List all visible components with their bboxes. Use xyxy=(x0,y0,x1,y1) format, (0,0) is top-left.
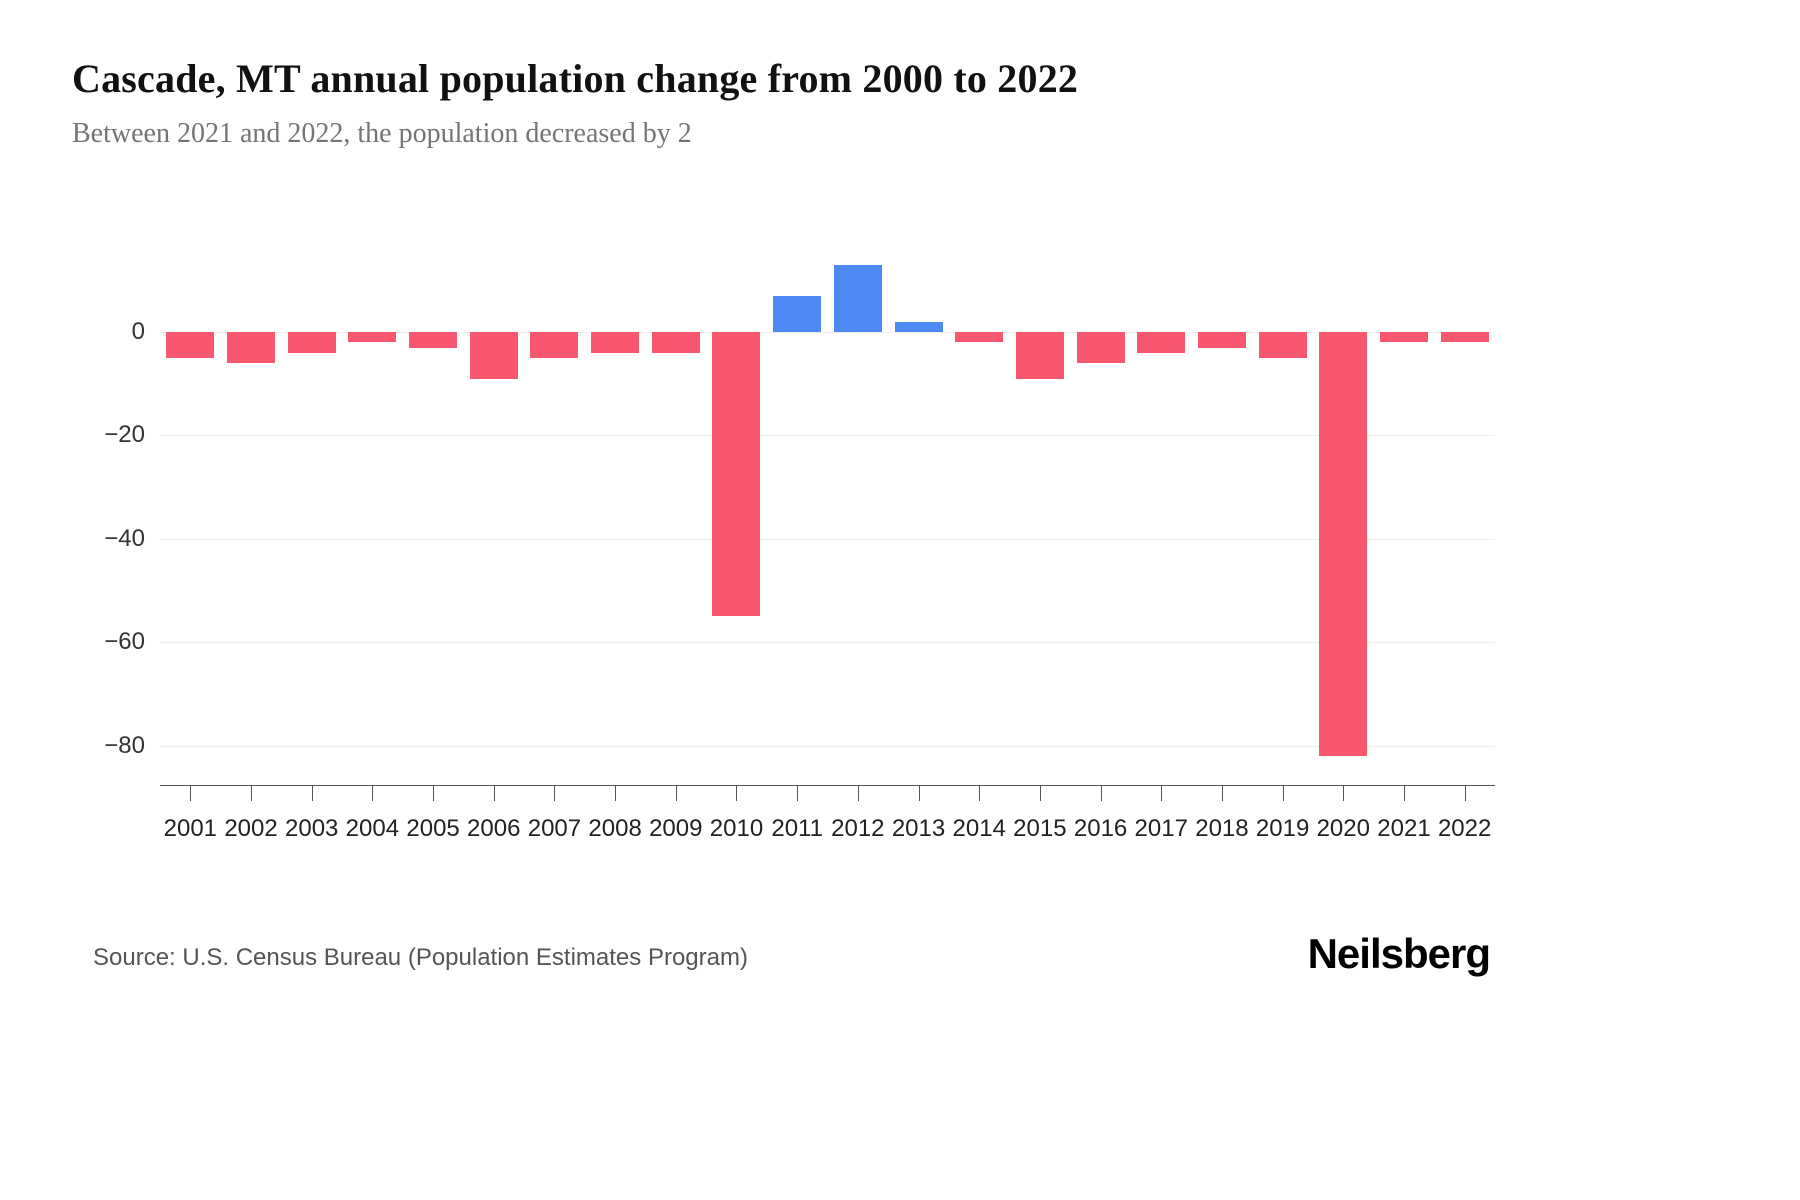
bar-2009[interactable] xyxy=(651,332,700,353)
bar-2015[interactable] xyxy=(1015,332,1064,379)
x-axis-tick xyxy=(1282,785,1284,801)
x-axis-tick xyxy=(615,785,617,801)
y-axis-tick-label: −40 xyxy=(104,524,145,552)
bar-2003[interactable] xyxy=(287,332,336,353)
bar-2014[interactable] xyxy=(955,332,1004,343)
source-attribution: Source: U.S. Census Bureau (Population E… xyxy=(93,944,748,971)
bar-2006[interactable] xyxy=(469,332,518,379)
y-axis-tick-label: −80 xyxy=(104,731,145,759)
x-axis-tick xyxy=(918,785,920,801)
bar-2020[interactable] xyxy=(1319,332,1368,756)
x-axis-tick xyxy=(1039,785,1041,801)
x-axis-label-2020: 2020 xyxy=(1316,815,1370,842)
x-axis-label-2006: 2006 xyxy=(467,815,521,842)
x-axis-tick xyxy=(433,785,435,801)
bar-2002[interactable] xyxy=(227,332,276,364)
x-axis-tick xyxy=(797,785,799,801)
x-axis-label-2003: 2003 xyxy=(285,815,339,842)
bar-2005[interactable] xyxy=(409,332,458,348)
x-axis-label-2013: 2013 xyxy=(891,815,946,842)
y-axis-tick-label: −20 xyxy=(104,421,145,449)
x-axis-label-2009: 2009 xyxy=(649,815,703,842)
x-axis-label-2016: 2016 xyxy=(1073,815,1128,842)
x-axis-label-2012: 2012 xyxy=(831,815,885,842)
x-axis-tick xyxy=(1343,785,1345,801)
bar-2019[interactable] xyxy=(1258,332,1307,358)
bar-2013[interactable] xyxy=(894,321,943,332)
gridline-y--20 xyxy=(160,435,1495,437)
bar-2021[interactable] xyxy=(1379,332,1428,343)
x-axis-tick xyxy=(857,785,859,801)
x-axis-label-2002: 2002 xyxy=(224,815,278,842)
bar-2022[interactable] xyxy=(1440,332,1489,343)
y-axis-tick-label: −60 xyxy=(104,628,145,656)
chart-subtitle: Between 2021 and 2022, the population de… xyxy=(72,118,692,149)
x-axis-tick xyxy=(311,785,313,801)
x-axis-tick xyxy=(1221,785,1223,801)
x-axis-label-2022: 2022 xyxy=(1437,815,1492,842)
x-axis-label-2001: 2001 xyxy=(163,815,218,842)
gridline-y--80 xyxy=(160,745,1495,747)
bar-2017[interactable] xyxy=(1137,332,1186,353)
x-axis-tick xyxy=(979,785,981,801)
bar-2007[interactable] xyxy=(530,332,579,358)
x-axis-label-2014: 2014 xyxy=(952,815,1006,842)
x-axis-label-2015: 2015 xyxy=(1013,815,1067,842)
x-axis-label-2007: 2007 xyxy=(527,815,582,842)
x-axis-tick xyxy=(190,785,192,801)
x-axis-label-2011: 2011 xyxy=(771,815,823,842)
x-axis-label-2008: 2008 xyxy=(588,815,642,842)
neilsberg-logo: Neilsberg xyxy=(1307,930,1491,977)
x-axis-label-2017: 2017 xyxy=(1134,815,1188,842)
x-axis-label-2019: 2019 xyxy=(1255,815,1310,842)
bar-2004[interactable] xyxy=(348,332,397,343)
bar-2010[interactable] xyxy=(712,332,761,617)
x-axis-tick xyxy=(1464,785,1466,801)
x-axis-tick xyxy=(1403,785,1405,801)
gridline-y-0 xyxy=(160,332,1495,333)
gridline-y--40 xyxy=(160,538,1495,540)
bar-2016[interactable] xyxy=(1076,332,1125,364)
bar-2008[interactable] xyxy=(591,332,640,353)
x-axis-label-2018: 2018 xyxy=(1195,815,1249,842)
y-axis-tick-label: 0 xyxy=(131,318,145,345)
x-axis-tick xyxy=(1100,785,1102,801)
x-axis-tick xyxy=(675,785,677,801)
bar-2012[interactable] xyxy=(833,264,882,332)
x-axis-tick xyxy=(372,785,374,801)
x-axis-tick xyxy=(251,785,253,801)
bar-2011[interactable] xyxy=(773,295,822,332)
x-axis-label-2010: 2010 xyxy=(709,815,764,842)
x-axis-line xyxy=(160,785,1495,786)
bar-2018[interactable] xyxy=(1197,332,1246,348)
x-axis-tick xyxy=(554,785,556,801)
x-axis-label-2021: 2021 xyxy=(1377,815,1431,842)
x-axis-tick xyxy=(736,785,738,801)
x-axis-label-2005: 2005 xyxy=(406,815,460,842)
x-axis-tick xyxy=(493,785,495,801)
x-axis-tick xyxy=(1161,785,1163,801)
gridline-y--60 xyxy=(160,642,1495,644)
x-axis-label-2004: 2004 xyxy=(345,815,400,842)
bar-2001[interactable] xyxy=(166,332,215,358)
chart-title: Cascade, MT annual population change fro… xyxy=(72,56,1079,101)
